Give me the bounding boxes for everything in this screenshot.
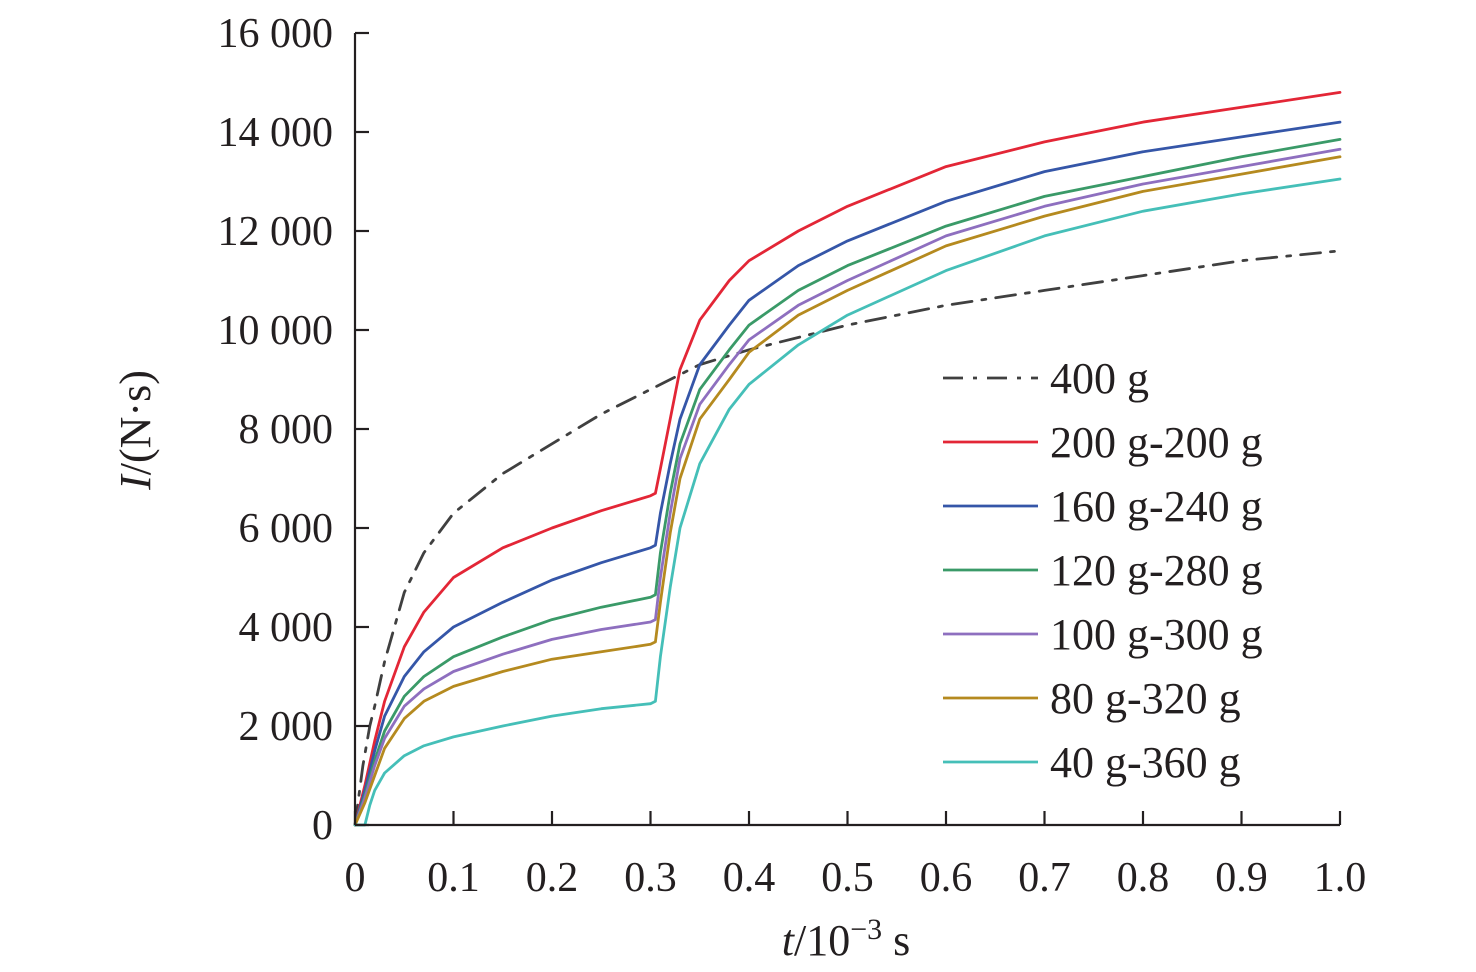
y-axis-title-symbol: I — [111, 473, 160, 491]
y-tick-label: 14 000 — [218, 110, 334, 156]
legend-label: 120 g-280 g — [1050, 546, 1263, 595]
legend-label: 100 g-300 g — [1050, 610, 1263, 659]
x-axis-title-scale: /10 — [794, 916, 850, 965]
x-axis-title: t/10−3 s — [782, 913, 911, 965]
y-tick-label: 10 000 — [218, 308, 334, 354]
series-line-160g-240g — [353, 120, 1342, 827]
y-ticks: 0 2 000 4 000 6 000 8 000 10 000 12 000 14 000 1… — [218, 11, 369, 849]
y-tick-label: 6 000 — [239, 506, 334, 552]
y-tick-label: 16 000 — [218, 11, 334, 57]
legend-label: 200 g-200 g — [1050, 418, 1263, 467]
x-tick-label: 0.4 — [723, 855, 776, 901]
y-axis-title: I/(N·s) — [111, 370, 160, 491]
y-tick-label: 8 000 — [239, 407, 334, 453]
x-tick-label: 0.1 — [427, 855, 480, 901]
x-ticks: 0 0.1 0.2 0.3 0.4 0.5 0.6 0.7 0.8 0.9 1.0 — [345, 811, 1367, 901]
series-line-400g — [353, 249, 1342, 827]
legend: 400 g 200 g-200 g 160 g-240 g 120 g-280 g 10… — [943, 354, 1263, 787]
x-tick-label: 1.0 — [1314, 855, 1367, 901]
y-tick-label: 4 000 — [239, 605, 334, 651]
x-tick-label: 0 — [345, 855, 366, 901]
x-tick-label: 0.8 — [1117, 855, 1170, 901]
x-tick-label: 0.7 — [1018, 855, 1071, 901]
legend-label: 400 g — [1050, 354, 1149, 403]
y-tick-label: 12 000 — [218, 209, 334, 255]
y-tick-label: 2 000 — [239, 704, 334, 750]
legend-label: 160 g-240 g — [1050, 482, 1263, 531]
series-line-80g-320g — [353, 155, 1342, 827]
x-axis-title-unit: s — [882, 916, 910, 965]
x-tick-label: 0.9 — [1215, 855, 1268, 901]
legend-label: 80 g-320 g — [1050, 674, 1241, 723]
series-layer — [353, 91, 1342, 827]
y-tick-label: 0 — [312, 803, 333, 849]
y-axis-title-unit: /(N·s) — [111, 370, 160, 475]
series-line-120g-280g — [353, 137, 1342, 827]
x-tick-label: 0.3 — [624, 855, 677, 901]
legend-label: 40 g-360 g — [1050, 738, 1241, 787]
x-tick-label: 0.2 — [526, 855, 579, 901]
series-line-40g-360g — [353, 177, 1342, 827]
series-line-200g-200g — [353, 91, 1342, 827]
x-tick-label: 0.5 — [821, 855, 874, 901]
x-axis-title-exponent: −3 — [850, 913, 882, 946]
x-tick-label: 0.6 — [920, 855, 973, 901]
x-axis-title-symbol: t — [782, 916, 796, 965]
series-line-100g-300g — [353, 147, 1342, 827]
